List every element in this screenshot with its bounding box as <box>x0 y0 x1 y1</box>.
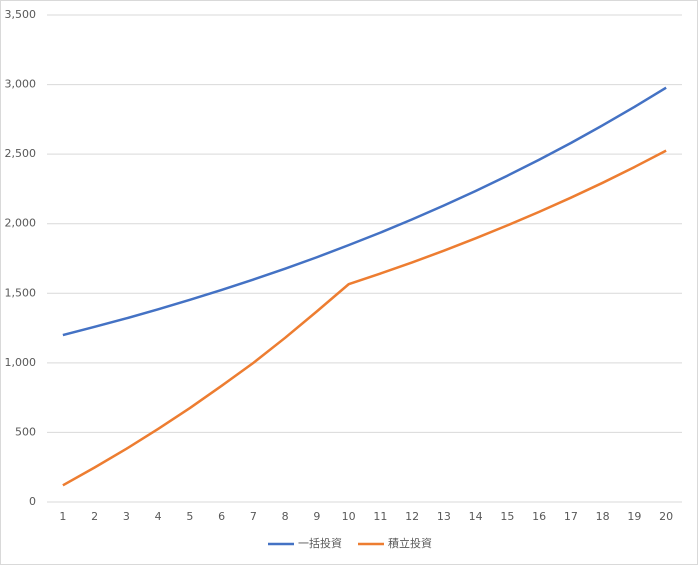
legend-label: 積立投資 <box>388 536 432 550</box>
series-line <box>62 149 667 487</box>
x-tick-label: 15 <box>500 510 514 523</box>
x-tick-label: 19 <box>627 510 641 523</box>
x-tick-label: 8 <box>282 510 289 523</box>
x-tick-label: 20 <box>659 510 673 523</box>
x-tick-label: 11 <box>373 510 387 523</box>
x-tick-label: 14 <box>469 510 483 523</box>
y-tick-label: 1,500 <box>5 286 37 299</box>
x-tick-label: 1 <box>59 510 66 523</box>
y-tick-label: 3,000 <box>5 78 37 91</box>
x-tick-label: 12 <box>405 510 419 523</box>
x-tick-label: 16 <box>532 510 546 523</box>
y-tick-label: 0 <box>29 495 36 508</box>
x-tick-label: 5 <box>186 510 193 523</box>
y-tick-label: 1,000 <box>5 356 37 369</box>
y-tick-label: 2,000 <box>5 217 37 230</box>
legend-label: 一括投資 <box>298 536 342 550</box>
x-tick-label: 2 <box>91 510 98 523</box>
x-tick-label: 9 <box>313 510 320 523</box>
x-tick-label: 18 <box>596 510 610 523</box>
x-tick-label: 3 <box>123 510 130 523</box>
y-tick-label: 3,500 <box>5 8 37 21</box>
y-tick-label: 2,500 <box>5 147 37 160</box>
x-tick-label: 13 <box>437 510 451 523</box>
x-tick-label: 7 <box>250 510 257 523</box>
x-tick-label: 6 <box>218 510 225 523</box>
x-tick-label: 17 <box>564 510 578 523</box>
y-tick-label: 500 <box>15 425 36 438</box>
series-line <box>62 86 667 337</box>
x-tick-label: 4 <box>155 510 162 523</box>
x-tick-label: 10 <box>342 510 356 523</box>
